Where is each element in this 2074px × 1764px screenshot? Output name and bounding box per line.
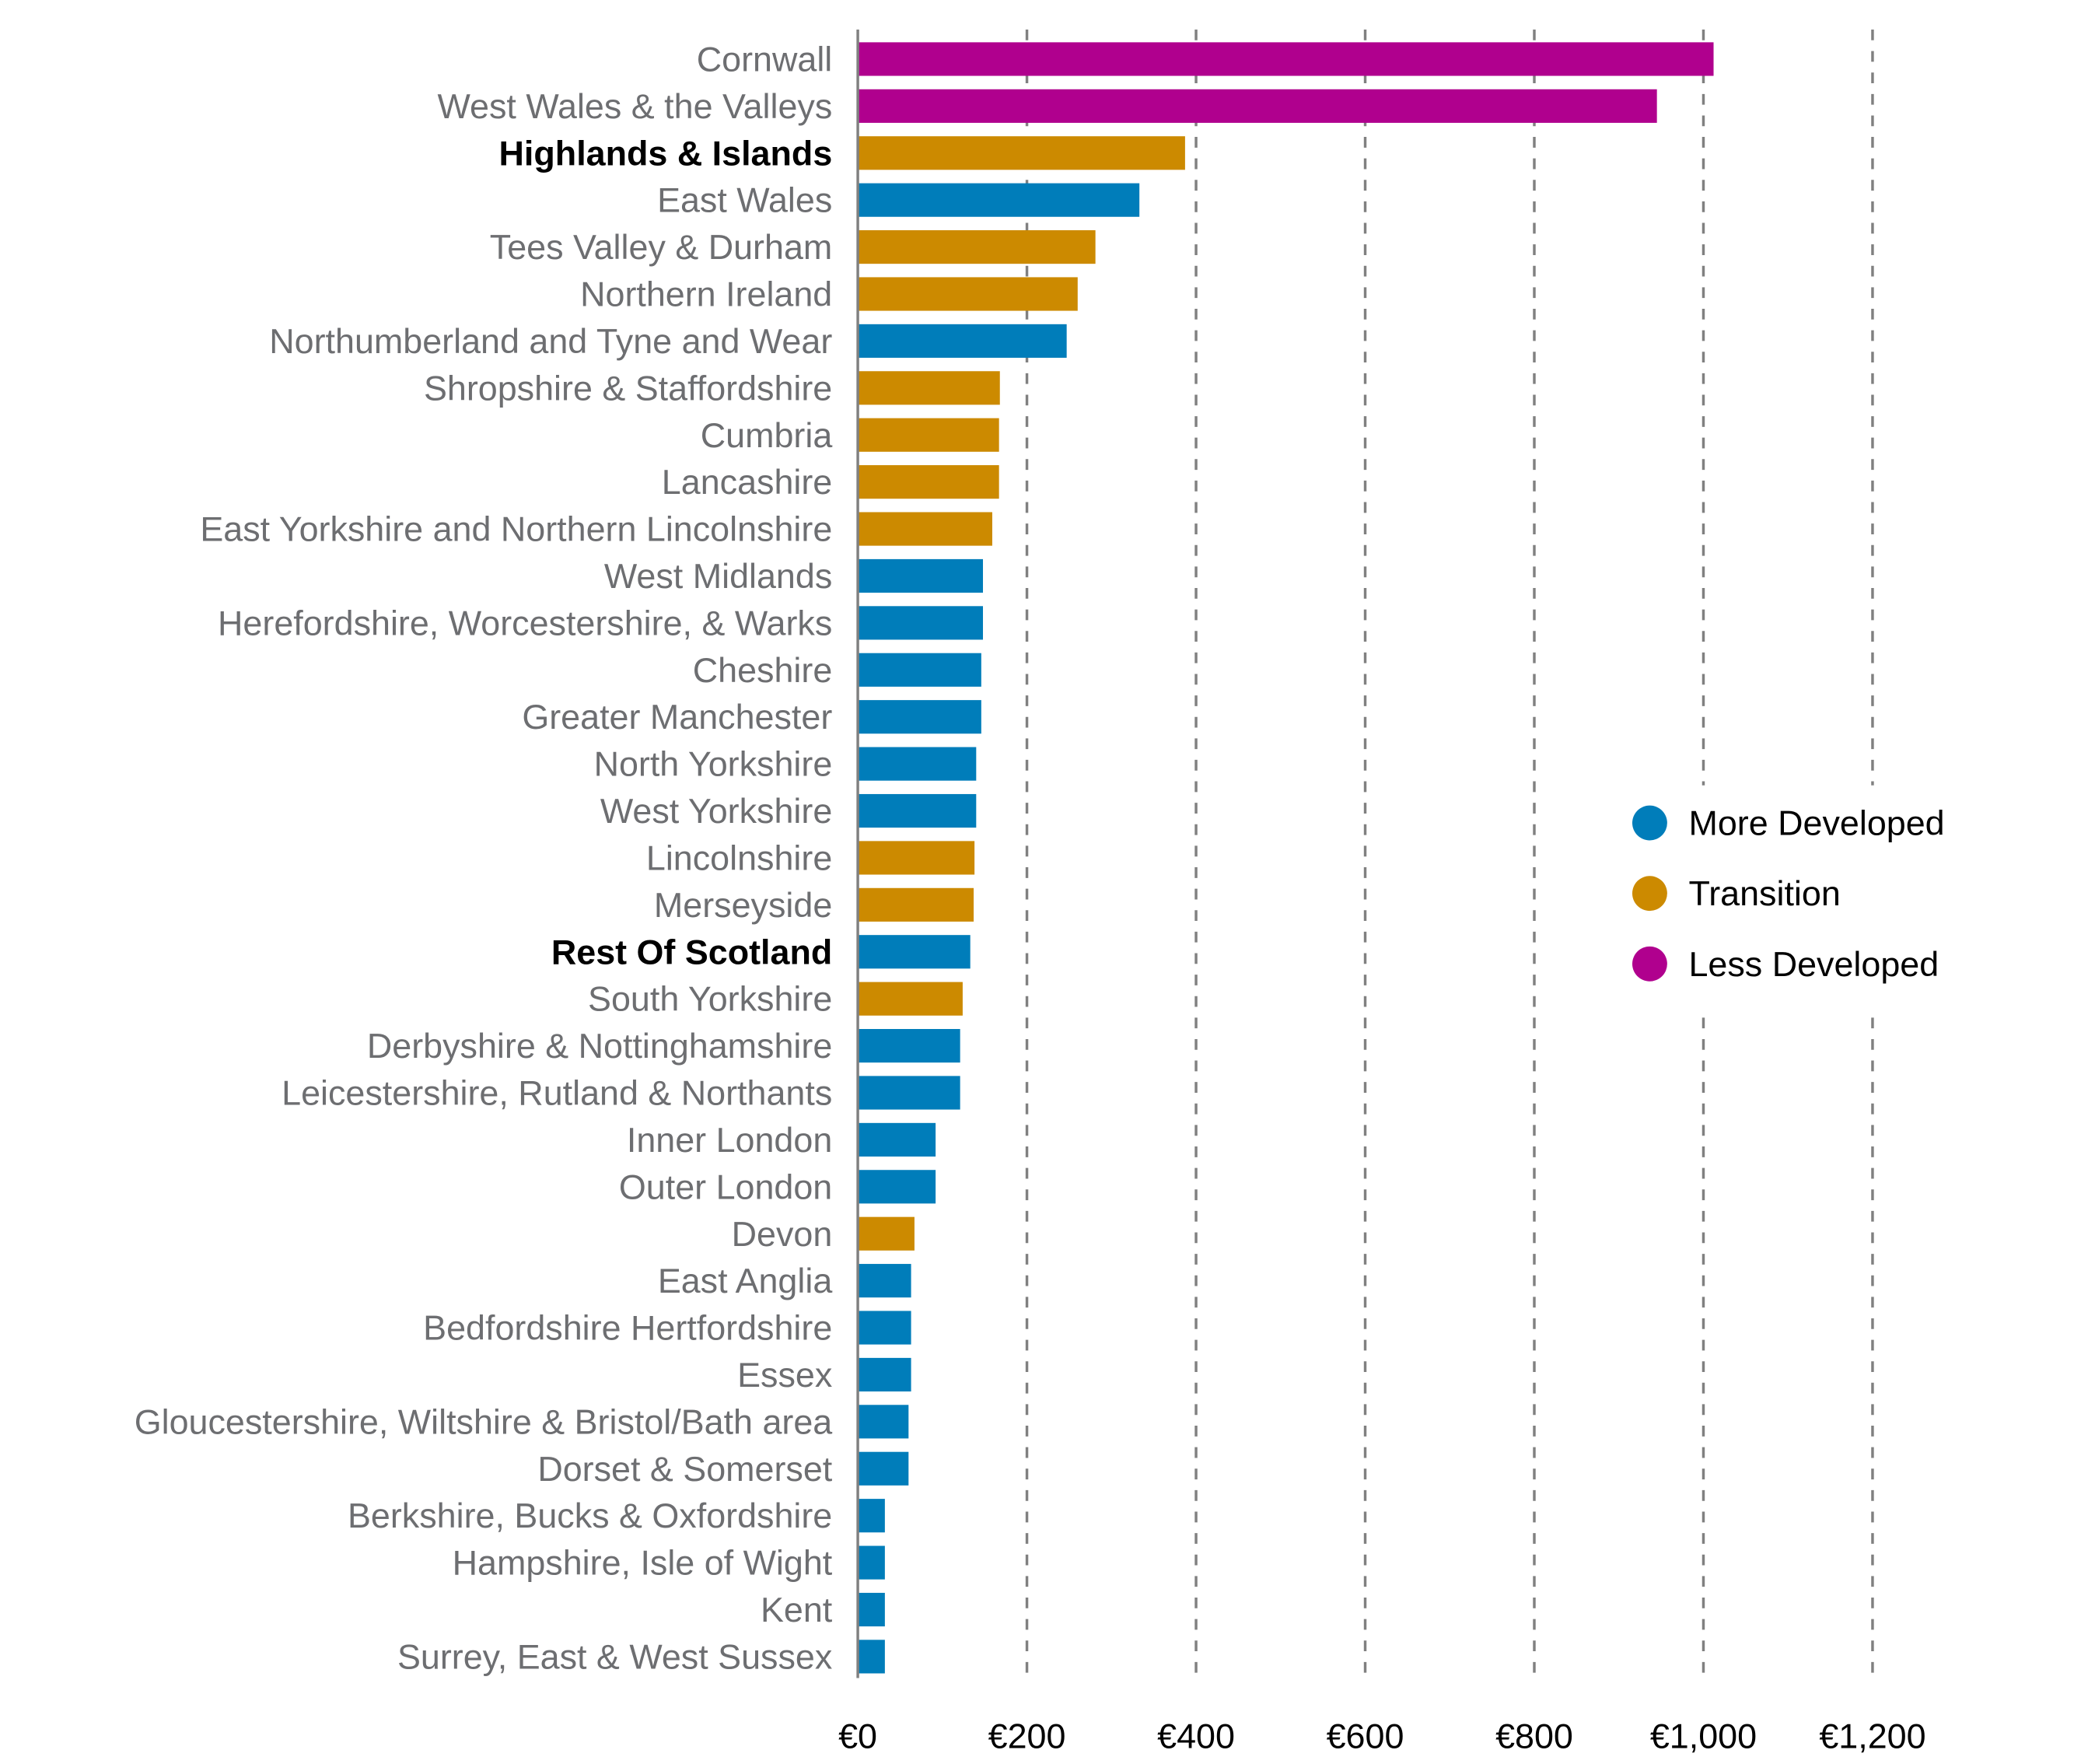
bar [858, 183, 1140, 217]
bar [858, 1311, 911, 1345]
x-tick-label: €1,000 [1650, 1716, 1757, 1755]
category-label: Cheshire [693, 650, 833, 690]
category-label: Northern Ireland [580, 275, 832, 314]
legend-marker [1632, 805, 1667, 841]
category-label: Leicestershire, Rutland & Northants [282, 1073, 832, 1113]
category-label: Inner London [627, 1120, 832, 1160]
category-label: Highlands & Islands [499, 133, 833, 173]
bar [858, 324, 1067, 358]
bar [858, 1592, 885, 1627]
category-label: Lincolnshire [646, 838, 832, 877]
x-axis-ticks: €0 €200 €400 €600 €800 €1,000 €1,200 [838, 1716, 1925, 1755]
bar [858, 1029, 960, 1063]
x-tick-label: €0 [838, 1716, 877, 1755]
bar [858, 606, 984, 640]
category-label: Outer London [619, 1167, 832, 1206]
category-label: East Yorkshire and Northern Lincolnshire [200, 509, 832, 549]
category-label: Dorset & Somerset [537, 1449, 832, 1489]
category-label: Cumbria [701, 415, 833, 455]
category-label: Rest Of Scotland [551, 932, 832, 971]
x-tick-label: €800 [1495, 1716, 1573, 1755]
bar [858, 42, 1714, 76]
category-label: Cornwall [697, 39, 833, 79]
category-label: Berkshire, Bucks & Oxfordshire [348, 1496, 832, 1535]
bar [858, 1451, 909, 1486]
category-label: North Yorkshire [594, 744, 833, 784]
category-label: Herefordshire, Worcestershire, & Warks [218, 603, 832, 642]
bar [858, 841, 975, 875]
category-label: Derbyshire & Nottinghamshire [367, 1026, 832, 1066]
bar [858, 935, 971, 969]
legend-marker [1632, 946, 1667, 982]
category-label: Gloucestershire, Wiltshire & Bristol/Bat… [135, 1402, 833, 1441]
x-tick-label: €600 [1327, 1716, 1404, 1755]
x-tick-label: €400 [1157, 1716, 1235, 1755]
x-tick-label: €200 [988, 1716, 1066, 1755]
bar [858, 747, 977, 781]
legend-label: Less Developed [1688, 944, 1939, 984]
category-label: Hampshire, Isle of Wight [453, 1543, 833, 1583]
category-label: Kent [761, 1590, 833, 1629]
category-label: East Anglia [658, 1261, 833, 1300]
bar [858, 1405, 909, 1439]
category-labels: Cornwall West Wales & the Valleys Highland… [135, 39, 833, 1676]
bar [858, 418, 999, 452]
bar [858, 465, 999, 499]
bar [858, 1640, 885, 1674]
bar [858, 512, 992, 546]
legend-marker [1632, 876, 1667, 912]
bar [858, 1357, 911, 1392]
bars [858, 42, 1714, 1674]
category-label: Bedfordshire Hertfordshire [423, 1308, 832, 1348]
bar [858, 1122, 936, 1157]
category-label: West Yorkshire [600, 791, 832, 831]
category-label: West Midlands [604, 556, 832, 596]
category-label: Surrey, East & West Sussex [397, 1636, 832, 1676]
bar [858, 89, 1657, 123]
category-label: East Wales [657, 180, 832, 220]
bar [858, 277, 1078, 311]
bar [858, 230, 1096, 264]
category-label: Lancashire [662, 462, 832, 502]
bar [858, 371, 1000, 405]
bar [858, 136, 1185, 170]
bar [858, 653, 981, 687]
category-label: Devon [732, 1214, 833, 1254]
bar [858, 887, 974, 922]
legend: More Developed Transition Less Developed [1618, 785, 1994, 1014]
bar [858, 1076, 960, 1110]
category-label: Tees Valley & Durham [490, 227, 832, 267]
category-label: West Wales & the Valleys [438, 86, 833, 126]
bar [858, 793, 977, 828]
bar [858, 1264, 911, 1298]
category-label: South Yorkshire [588, 979, 832, 1019]
legend-label: More Developed [1688, 803, 1944, 843]
bar [858, 558, 984, 593]
bar [858, 1499, 885, 1533]
legend-label: Transition [1688, 873, 1840, 913]
bar [858, 1170, 936, 1204]
category-label: Shropshire & Staffordshire [424, 368, 832, 408]
bar [858, 1545, 885, 1580]
category-label: Greater Manchester [522, 697, 832, 737]
legend-background [1618, 785, 1994, 1014]
bar [858, 982, 963, 1016]
category-label: Essex [737, 1355, 832, 1395]
bar [858, 1216, 915, 1251]
bar [858, 700, 981, 734]
category-label: Merseyside [654, 885, 832, 925]
category-label: Northumberland and Tyne and Wear [269, 321, 832, 361]
x-tick-label: €1,200 [1819, 1716, 1925, 1755]
